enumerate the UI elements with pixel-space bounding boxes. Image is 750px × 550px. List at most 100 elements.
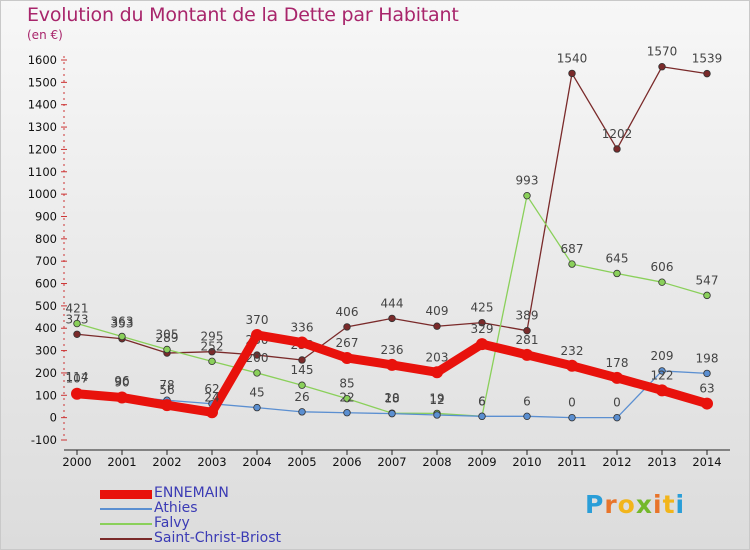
data-point bbox=[703, 69, 711, 78]
data-label: 421 bbox=[66, 302, 89, 316]
logo-letter: o bbox=[617, 490, 636, 519]
data-label: 122 bbox=[651, 368, 674, 382]
y-tick-label: 1200 bbox=[28, 142, 57, 156]
data-label: 19 bbox=[429, 391, 444, 405]
data-label: 363 bbox=[111, 315, 134, 329]
x-tick-label: 2000 bbox=[62, 455, 91, 469]
data-point bbox=[341, 351, 353, 364]
data-point bbox=[568, 260, 576, 268]
x-tick-label: 2002 bbox=[152, 455, 181, 469]
data-label: 444 bbox=[381, 296, 404, 310]
data-label: 373 bbox=[66, 312, 89, 326]
data-point bbox=[73, 319, 81, 328]
data-point bbox=[701, 397, 713, 410]
logo-letter: x bbox=[635, 490, 653, 519]
y-tick-label: 1300 bbox=[28, 120, 57, 134]
x-tick-label: 2004 bbox=[242, 455, 271, 469]
x-tick-label: 2014 bbox=[692, 455, 721, 469]
data-label: 406 bbox=[336, 305, 359, 319]
data-label: 0 bbox=[613, 396, 621, 410]
y-tick-label: 100 bbox=[35, 388, 57, 402]
x-tick-label: 2012 bbox=[602, 455, 631, 469]
y-tick-label: 400 bbox=[35, 321, 57, 335]
data-label: 281 bbox=[516, 333, 539, 347]
y-tick-label: 200 bbox=[35, 366, 57, 380]
y-tick-label: 500 bbox=[35, 299, 57, 313]
data-label: 1570 bbox=[647, 45, 678, 59]
x-tick-label: 2006 bbox=[332, 455, 361, 469]
data-point bbox=[163, 345, 171, 354]
data-label: 0 bbox=[568, 396, 576, 410]
data-label: 389 bbox=[516, 309, 539, 323]
legend-label: Saint-Christ-Briost bbox=[154, 530, 281, 546]
data-label: 20 bbox=[384, 391, 399, 405]
logo-letter: t bbox=[662, 490, 676, 519]
logo-letter: i bbox=[675, 490, 686, 519]
y-tick-label: 700 bbox=[35, 254, 57, 268]
data-label: 56 bbox=[159, 383, 174, 397]
data-point bbox=[613, 413, 621, 422]
data-label: 606 bbox=[651, 260, 674, 274]
data-label: 78 bbox=[159, 378, 174, 392]
data-point bbox=[253, 403, 261, 412]
data-point bbox=[658, 63, 666, 71]
data-point bbox=[658, 367, 666, 375]
data-label: 45 bbox=[249, 386, 264, 400]
legend-swatch bbox=[100, 523, 152, 525]
data-point bbox=[658, 278, 666, 286]
data-point bbox=[568, 413, 576, 422]
data-point bbox=[523, 191, 531, 200]
data-point bbox=[478, 412, 486, 421]
x-tick-label: 2010 bbox=[512, 455, 541, 469]
y-tick-label: 800 bbox=[35, 232, 57, 246]
data-point bbox=[703, 291, 711, 300]
x-tick-label: 2008 bbox=[422, 455, 451, 469]
data-label: 18 bbox=[384, 392, 399, 406]
y-tick-label: 1500 bbox=[28, 75, 57, 89]
data-label: 63 bbox=[699, 382, 714, 396]
y-tick-label: -100 bbox=[31, 433, 57, 447]
y-tick-label: 0 bbox=[50, 411, 57, 425]
chart-title: Evolution du Montant de la Dette par Hab… bbox=[27, 4, 459, 26]
legend-label: ENNEMAIN bbox=[154, 485, 229, 501]
data-label: 24 bbox=[204, 390, 219, 404]
y-tick-label: 1000 bbox=[28, 187, 57, 201]
data-label: 107 bbox=[66, 372, 89, 386]
data-label: 145 bbox=[291, 363, 314, 377]
data-label: 85 bbox=[339, 377, 354, 391]
data-label: 1202 bbox=[602, 127, 633, 141]
data-label: 6 bbox=[478, 394, 486, 408]
data-label: 26 bbox=[294, 390, 309, 404]
legend-swatch bbox=[100, 538, 152, 540]
data-label: 90 bbox=[114, 376, 129, 390]
data-label: 114 bbox=[66, 370, 89, 384]
legend-swatch bbox=[100, 489, 152, 499]
data-point bbox=[523, 412, 531, 421]
legend-label: Falvy bbox=[154, 515, 190, 531]
data-point bbox=[343, 323, 351, 331]
y-tick-label: 300 bbox=[35, 344, 57, 358]
logo-letter: P bbox=[585, 490, 605, 519]
data-label: 295 bbox=[201, 330, 224, 344]
data-point bbox=[476, 338, 488, 351]
data-point bbox=[343, 394, 351, 403]
data-point bbox=[568, 69, 576, 78]
data-point bbox=[611, 371, 623, 384]
data-label: 198 bbox=[696, 351, 719, 365]
data-point bbox=[118, 332, 126, 341]
data-point bbox=[431, 366, 443, 379]
data-point bbox=[161, 399, 173, 412]
data-label: 305 bbox=[156, 327, 179, 341]
data-point bbox=[343, 409, 351, 417]
x-tick-label: 2009 bbox=[467, 455, 496, 469]
data-label: 1540 bbox=[557, 51, 588, 65]
data-label: 1539 bbox=[692, 52, 723, 66]
data-label: 645 bbox=[606, 251, 629, 265]
data-label: 62 bbox=[204, 382, 219, 396]
data-point bbox=[296, 336, 308, 349]
data-point bbox=[298, 356, 306, 364]
data-point bbox=[386, 358, 398, 371]
data-label: 22 bbox=[339, 391, 354, 405]
